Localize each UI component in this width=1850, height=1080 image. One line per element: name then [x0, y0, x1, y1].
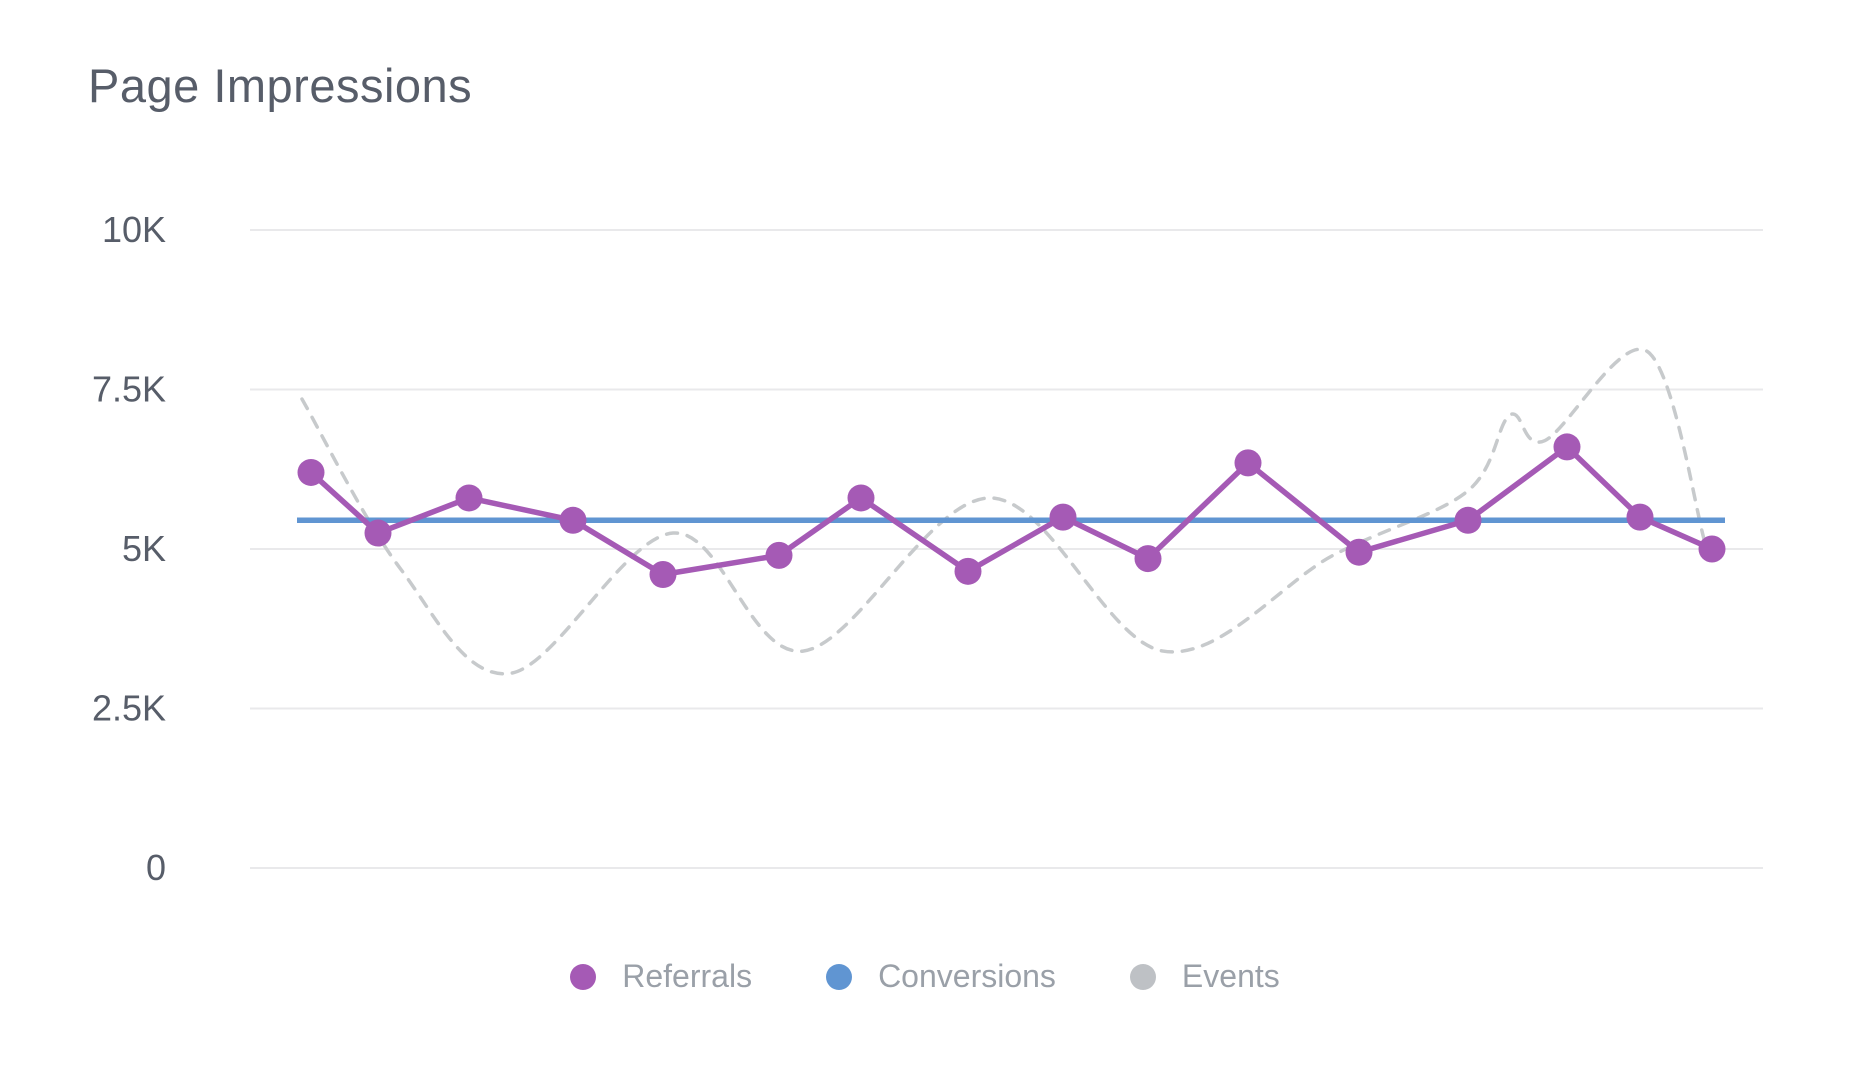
- referrals-data-point-10[interactable]: [1134, 545, 1162, 573]
- referrals-data-point-2[interactable]: [364, 519, 392, 547]
- legend-item-conversions[interactable]: Conversions: [826, 958, 1056, 995]
- y-tick-label-0: 0: [146, 847, 166, 888]
- chart-legend: Referrals Conversions Events: [0, 958, 1850, 995]
- referrals-data-point-8[interactable]: [954, 557, 982, 585]
- y-tick-label-7.5K: 7.5K: [92, 369, 166, 410]
- referrals-data-point-13[interactable]: [1454, 506, 1482, 534]
- legend-label: Events: [1181, 958, 1280, 994]
- referrals-data-point-1[interactable]: [297, 458, 325, 486]
- legend-item-events[interactable]: Events: [1129, 958, 1280, 995]
- legend-label: Referrals: [622, 958, 753, 994]
- y-tick-label-2.5K: 2.5K: [92, 688, 166, 729]
- events-series-line: [300, 347, 1707, 676]
- referrals-legend-dot-icon: [570, 963, 597, 990]
- referrals-data-point-9[interactable]: [1049, 503, 1077, 531]
- chart-title: Page Impressions: [88, 59, 473, 112]
- legend-label: Conversions: [878, 958, 1056, 994]
- y-tick-label-10K: 10K: [102, 209, 166, 250]
- legend-item-referrals[interactable]: Referrals: [570, 958, 752, 995]
- conversions-legend-dot-icon: [826, 963, 853, 990]
- y-tick-label-5K: 5K: [122, 528, 166, 569]
- referrals-data-point-14[interactable]: [1553, 433, 1581, 461]
- referrals-data-point-11[interactable]: [1234, 449, 1262, 477]
- referrals-data-point-6[interactable]: [765, 541, 793, 569]
- referrals-data-point-4[interactable]: [559, 506, 587, 534]
- events-legend-dot-icon: [1129, 963, 1156, 990]
- referrals-data-point-7[interactable]: [847, 484, 875, 512]
- referrals-data-point-12[interactable]: [1345, 538, 1373, 566]
- referrals-series-line: [308, 444, 1715, 578]
- referrals-data-point-5[interactable]: [649, 561, 677, 589]
- referrals-data-point-16[interactable]: [1698, 535, 1726, 563]
- referrals-data-point-3[interactable]: [455, 484, 483, 512]
- referrals-data-point-15[interactable]: [1626, 503, 1654, 531]
